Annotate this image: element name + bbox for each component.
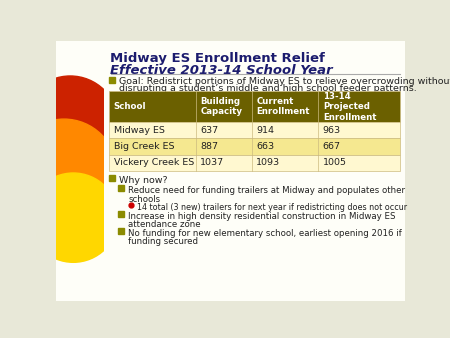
- Bar: [109, 154, 400, 171]
- Text: Why now?: Why now?: [119, 176, 168, 185]
- Text: schools: schools: [128, 195, 161, 204]
- Text: 1093: 1093: [256, 158, 280, 167]
- Text: Goal: Redistrict portions of Midway ES to relieve overcrowding without: Goal: Redistrict portions of Midway ES t…: [119, 77, 450, 86]
- Text: disrupting a student’s middle and high school feeder patterns.: disrupting a student’s middle and high s…: [119, 84, 417, 93]
- Text: funding secured: funding secured: [128, 237, 198, 246]
- Text: 1005: 1005: [323, 158, 347, 167]
- Text: 13-14
Projected
Enrollment: 13-14 Projected Enrollment: [323, 92, 376, 122]
- Text: Midway ES Enrollment Relief: Midway ES Enrollment Relief: [111, 52, 325, 65]
- Text: Reduce need for funding trailers at Midway and populates other: Reduce need for funding trailers at Midw…: [128, 187, 405, 195]
- Circle shape: [28, 173, 118, 262]
- Text: 887: 887: [200, 142, 218, 151]
- Bar: [109, 122, 400, 138]
- Circle shape: [11, 119, 117, 224]
- Text: 914: 914: [256, 126, 274, 135]
- Text: Increase in high density residential construction in Midway ES: Increase in high density residential con…: [128, 212, 396, 221]
- Text: Midway ES: Midway ES: [113, 126, 165, 135]
- Text: 637: 637: [200, 126, 219, 135]
- Text: 963: 963: [323, 126, 341, 135]
- Text: School: School: [113, 102, 146, 111]
- Text: 14 total (3 new) trailers for next year if redistricting does not occur: 14 total (3 new) trailers for next year …: [137, 203, 407, 212]
- Text: 1037: 1037: [200, 158, 225, 167]
- Text: Big Creek ES: Big Creek ES: [113, 142, 174, 151]
- Bar: [109, 138, 400, 154]
- Text: No funding for new elementary school, earliest opening 2016 if: No funding for new elementary school, ea…: [128, 229, 402, 238]
- Bar: [104, 44, 402, 298]
- Text: attendance zone: attendance zone: [128, 220, 201, 230]
- Text: 667: 667: [323, 142, 341, 151]
- Circle shape: [22, 76, 118, 171]
- Text: Building
Capacity: Building Capacity: [200, 97, 243, 117]
- Bar: [109, 91, 400, 122]
- Text: Effective 2013-14 School Year: Effective 2013-14 School Year: [111, 64, 333, 77]
- FancyBboxPatch shape: [53, 38, 408, 304]
- Text: 663: 663: [256, 142, 274, 151]
- Text: Current
Enrollment: Current Enrollment: [256, 97, 310, 117]
- Text: Vickery Creek ES: Vickery Creek ES: [113, 158, 194, 167]
